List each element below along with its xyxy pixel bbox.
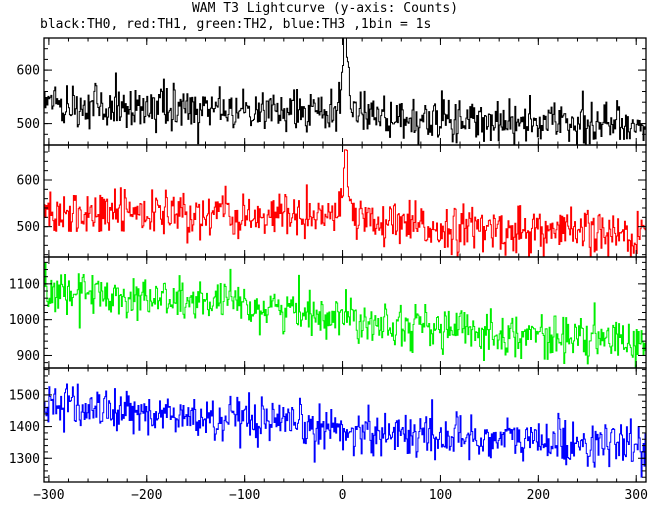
y-tick-label: 1100	[9, 277, 40, 292]
y-tick-label: 1000	[9, 313, 40, 328]
y-tick-label: 500	[17, 220, 40, 235]
lightcurve-series-th0	[44, 38, 646, 145]
x-tick-label: −200	[131, 488, 162, 503]
y-tick-label: 1300	[9, 452, 40, 467]
x-tick-label: 300	[624, 488, 647, 503]
y-tick-label: 900	[17, 349, 40, 364]
y-tick-label: 600	[17, 64, 40, 79]
y-tick-label: 1400	[9, 420, 40, 435]
lightcurve-series-th2	[44, 262, 646, 368]
x-tick-label: 0	[339, 488, 347, 503]
x-tick-label: 200	[527, 488, 550, 503]
y-tick-label: 1500	[9, 388, 40, 403]
y-tick-label: 500	[17, 117, 40, 132]
x-tick-label: 100	[429, 488, 452, 503]
lightcurve-series-th3	[44, 383, 646, 478]
y-tick-label: 600	[17, 174, 40, 189]
chart-title: WAM T3 Lightcurve (y-axis: Counts)	[191, 1, 459, 16]
x-tick-label: −300	[33, 488, 64, 503]
x-tick-label: −100	[229, 488, 260, 503]
chart-subtitle: black:TH0, red:TH1, green:TH2, blue:TH3 …	[40, 17, 432, 32]
lightcurve-series-th1	[44, 149, 646, 257]
panel-frame-th3	[43, 367, 647, 483]
